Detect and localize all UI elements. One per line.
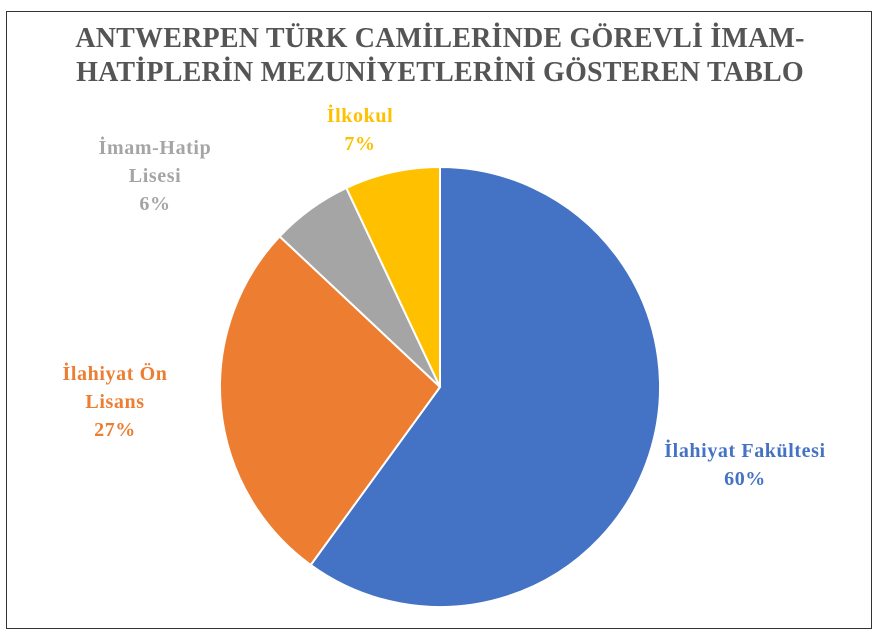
slice-label-text: İmam-Hatip	[98, 137, 212, 159]
pie-slice-0	[309, 165, 661, 608]
chart-title: ANTWERPEN TÜRK CAMİLERİNDE GÖREVLİ İMAM-…	[0, 22, 880, 90]
slice-value-label: 7%	[344, 133, 376, 155]
slice-value-label: 6%	[139, 193, 171, 215]
chart-title-line-1: ANTWERPEN TÜRK CAMİLERİNDE GÖREVLİ İMAM-	[75, 23, 805, 54]
slice-label-ilkokul: İlkokul 7%	[300, 102, 420, 158]
slice-label-text: Lisesi	[128, 165, 182, 187]
slice-label-text: Lisans	[85, 391, 145, 413]
pie-slices	[219, 165, 661, 608]
pie-slice-3	[344, 165, 441, 388]
slice-label-text: İlkokul	[326, 105, 394, 127]
slice-value-label: 60%	[724, 468, 766, 490]
chart-title-line-2: HATİPLERİN MEZUNİYETLERİNİ GÖSTEREN TABL…	[76, 57, 804, 88]
slice-value-label: 27%	[94, 419, 136, 441]
pie-slice-1	[219, 234, 442, 567]
slice-label-imam-hatip-lisesi: İmam-Hatip Lisesi 6%	[70, 134, 240, 218]
slice-label-text: İlahiyat Fakültesi	[664, 440, 826, 462]
slice-label-ilahiyat-on-lisans: İlahiyat Ön Lisans 27%	[30, 360, 200, 444]
slice-label-ilahiyat-fakultesi: İlahiyat Fakültesi 60%	[620, 437, 870, 493]
slice-label-text: İlahiyat Ön	[62, 363, 168, 385]
